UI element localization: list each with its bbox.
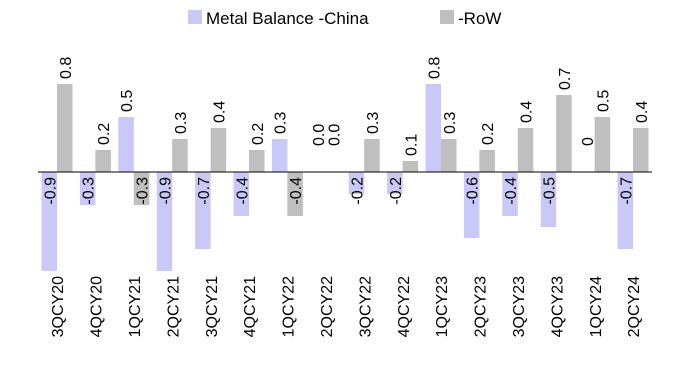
bar-s0-4QCY22: [387, 172, 403, 194]
value-labels: -0.9 0.8 -0.3 0.2 0.5 -0.3 -0.9 0.3 -0.7 0.4 -0.4 0…: [42, 57, 651, 205]
value-label-s1-3QCY21: 0.4: [211, 101, 228, 123]
bar-s0-1QCY22: [271, 139, 288, 172]
x-tick-label-2QCY21: 2QCY21: [165, 276, 182, 337]
bar-s1-4QCY20: [95, 150, 111, 172]
bar-s0-3QCY21: [195, 172, 211, 249]
bar-s0-2QCY24: [617, 172, 633, 249]
bar-s1-2QCY21: [172, 139, 188, 172]
value-label-s1-3QCY22: 0.3: [365, 112, 382, 134]
value-label-s1-1QCY24: 0.5: [595, 90, 612, 112]
x-tick-label-3QCY23: 3QCY23: [511, 276, 528, 337]
value-label-s0-1QCY24: 0: [580, 137, 597, 146]
legend-label-row: -RoW: [458, 9, 501, 28]
bars: [41, 84, 649, 271]
legend-swatch-row: [440, 10, 454, 24]
bar-s0-3QCY20: [41, 172, 57, 271]
bar-s1-4QCY22: [402, 161, 419, 172]
legend-swatch-china: [188, 10, 202, 24]
x-tick-label-3QCY20: 3QCY20: [50, 276, 67, 337]
bar-s1-2QCY24: [633, 128, 649, 172]
legend-label-china: Metal Balance -China: [206, 9, 369, 28]
value-label-s1-1QCY22: -0.4: [288, 177, 305, 205]
legend: Metal Balance -China -RoW: [188, 9, 501, 28]
value-label-s1-4QCY21: 0.2: [250, 123, 267, 145]
value-label-s1-2QCY23: 0.2: [480, 123, 497, 145]
bar-s0-2QCY23: [463, 172, 480, 238]
value-label-s0-4QCY20: -0.3: [81, 177, 98, 205]
bar-s1-1QCY23: [441, 139, 457, 172]
bar-s1-1QCY22: [287, 172, 303, 216]
value-label-s0-1QCY23: 0.8: [426, 57, 443, 79]
x-tick-label-4QCY23: 4QCY23: [549, 276, 566, 337]
bar-s0-3QCY23: [502, 172, 518, 216]
bar-s1-3QCY21: [210, 128, 227, 172]
x-tick-label-2QCY22: 2QCY22: [319, 276, 336, 337]
value-label-s0-2QCY22: 0.0: [311, 124, 328, 146]
bar-s0-4QCY21: [233, 172, 249, 216]
value-label-s1-4QCY22: 0.1: [403, 134, 420, 156]
x-tick-label-2QCY23: 2QCY23: [473, 276, 490, 337]
value-label-s0-3QCY22: -0.2: [349, 177, 366, 205]
x-axis-tick-labels: 3QCY20 4QCY20 1QCY21 2QCY21 3QCY21 4QCY21 1QCY…: [50, 276, 643, 337]
x-tick-label-1QCY22: 1QCY22: [281, 276, 298, 337]
bar-s1-2QCY23: [479, 150, 495, 172]
value-label-s1-3QCY20: 0.8: [58, 57, 75, 79]
value-label-s0-1QCY22: 0.3: [273, 112, 290, 134]
value-label-s1-2QCY24: 0.4: [634, 101, 651, 123]
bar-s0-4QCY23: [540, 172, 557, 227]
bar-s1-4QCY23: [556, 95, 572, 172]
value-label-s1-1QCY23: 0.3: [442, 112, 459, 134]
value-label-s0-4QCY22: -0.2: [388, 177, 405, 205]
bar-s0-1QCY23: [425, 84, 441, 172]
x-tick-label-3QCY21: 3QCY21: [204, 276, 221, 337]
x-tick-label-3QCY22: 3QCY22: [357, 276, 374, 337]
value-label-s0-1QCY21: 0.5: [119, 90, 136, 112]
value-label-s0-3QCY20: -0.9: [42, 177, 59, 205]
bar-s1-3QCY22: [364, 139, 380, 172]
value-label-s1-1QCY21: -0.3: [135, 177, 152, 205]
bar-s1-1QCY21: [133, 172, 150, 205]
x-tick-label-1QCY24: 1QCY24: [588, 276, 605, 337]
value-label-s0-3QCY21: -0.7: [196, 177, 213, 205]
bar-s1-1QCY24: [594, 117, 611, 172]
bar-s0-2QCY21: [156, 172, 173, 271]
value-label-s0-4QCY23: -0.5: [542, 177, 559, 205]
bar-s0-1QCY21: [118, 117, 134, 172]
x-tick-label-2QCY24: 2QCY24: [626, 276, 643, 337]
bar-s0-3QCY22: [348, 172, 365, 194]
x-tick-label-1QCY23: 1QCY23: [434, 276, 451, 337]
value-label-s1-2QCY22: 0.0: [327, 124, 344, 146]
value-label-s1-4QCY23: 0.7: [557, 68, 574, 90]
bar-s0-4QCY20: [79, 172, 96, 205]
value-label-s1-3QCY23: 0.4: [519, 101, 536, 123]
bar-s1-3QCY23: [517, 128, 534, 172]
value-label-s0-2QCY24: -0.7: [618, 177, 635, 205]
value-label-s1-4QCY20: 0.2: [96, 123, 113, 145]
value-label-s1-2QCY21: 0.3: [173, 112, 190, 134]
value-label-s0-4QCY21: -0.4: [234, 177, 251, 205]
x-tick-label-4QCY20: 4QCY20: [89, 276, 106, 337]
value-label-s0-3QCY23: -0.4: [503, 177, 520, 205]
x-tick-label-4QCY22: 4QCY22: [396, 276, 413, 337]
x-tick-label-4QCY21: 4QCY21: [242, 276, 259, 337]
value-label-s0-2QCY23: -0.6: [465, 177, 482, 205]
bar-s1-3QCY20: [57, 84, 73, 172]
value-label-s0-2QCY21: -0.9: [157, 177, 174, 205]
bar-s1-4QCY21: [249, 150, 265, 172]
x-tick-label-1QCY21: 1QCY21: [127, 276, 144, 337]
